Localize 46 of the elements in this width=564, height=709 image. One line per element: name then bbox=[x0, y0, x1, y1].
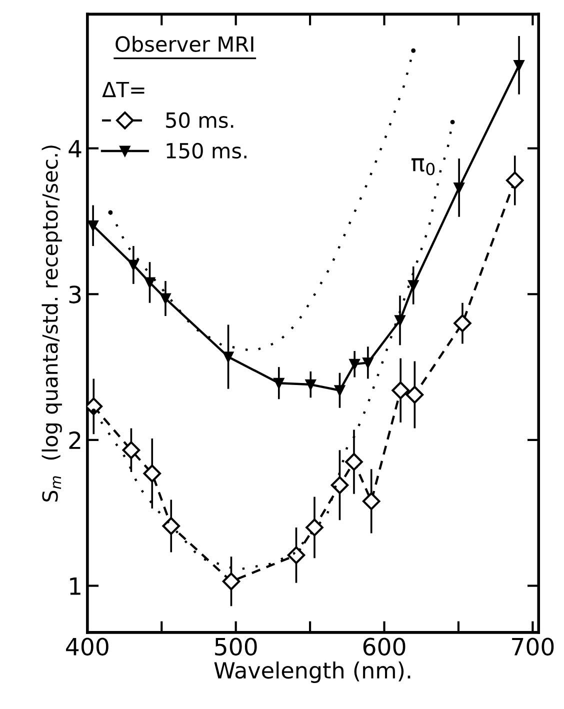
y-tick-label: 1 bbox=[70, 578, 80, 595]
point bbox=[330, 476, 349, 494]
x-tick-label: 400 bbox=[66, 638, 108, 656]
x-tick-label: 700 bbox=[512, 638, 554, 656]
point bbox=[287, 546, 306, 564]
y-tick-label: 3 bbox=[69, 286, 81, 304]
point bbox=[162, 517, 180, 535]
point bbox=[108, 210, 113, 215]
point bbox=[450, 120, 455, 124]
point bbox=[408, 280, 419, 291]
point bbox=[128, 260, 139, 270]
point bbox=[274, 378, 284, 388]
point bbox=[411, 48, 416, 53]
annotation: π$_{0}$ bbox=[412, 158, 435, 176]
legend-label: 150 ms. bbox=[166, 142, 246, 159]
point bbox=[305, 379, 316, 390]
point bbox=[454, 182, 464, 193]
point bbox=[394, 315, 406, 326]
point bbox=[392, 381, 410, 400]
point bbox=[345, 452, 363, 471]
annotation: Observer MRI bbox=[116, 36, 254, 52]
point bbox=[362, 492, 380, 510]
point bbox=[222, 572, 240, 590]
y-axis-title: S$_{m}$ (log quanta/std. receptor/sec.) bbox=[42, 146, 62, 502]
x-tick-label: 500 bbox=[215, 638, 257, 656]
y-tick-label: 2 bbox=[69, 431, 80, 449]
point bbox=[306, 518, 324, 536]
point bbox=[362, 357, 374, 368]
point bbox=[143, 464, 162, 482]
point bbox=[160, 293, 171, 304]
legend-title: ΔT= bbox=[102, 82, 144, 98]
point bbox=[91, 408, 96, 414]
point bbox=[349, 358, 360, 370]
point bbox=[144, 277, 155, 288]
point bbox=[514, 60, 524, 70]
y-tick-label: 4 bbox=[68, 140, 82, 158]
point bbox=[223, 352, 234, 362]
x-tick-label: 600 bbox=[363, 638, 406, 656]
x-axis-title: Wavelength (nm). bbox=[214, 662, 410, 684]
point bbox=[334, 385, 345, 396]
legend-label: 50 ms. bbox=[166, 112, 234, 128]
point bbox=[88, 220, 98, 231]
point bbox=[122, 441, 140, 460]
point bbox=[454, 314, 472, 332]
point bbox=[506, 172, 524, 190]
point bbox=[406, 386, 424, 404]
